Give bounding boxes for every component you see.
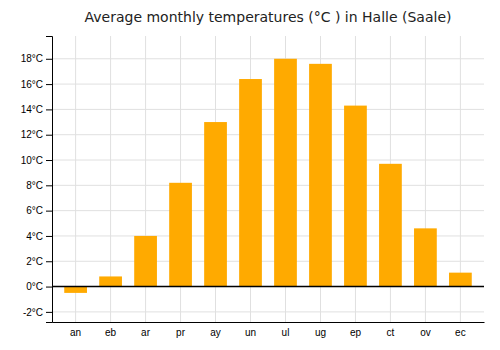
x-tick-label: ep (350, 327, 362, 338)
zero-line (52, 286, 484, 288)
x-tick-label: ec (455, 327, 466, 338)
y-tick: 0°C (26, 281, 52, 292)
x-tick-label: ct (387, 327, 395, 338)
x-tick-label: un (245, 327, 256, 338)
bar (414, 228, 437, 286)
x-tick-label: ov (420, 327, 431, 338)
x-tick: ov (420, 322, 431, 338)
y-tick: 14°C (21, 104, 52, 115)
x-tick-label: pr (176, 327, 186, 338)
y-tick-label: 2°C (26, 256, 43, 267)
grid-line (52, 109, 484, 110)
y-tick-mark (46, 287, 52, 288)
bar (204, 122, 227, 287)
x-tick-label: ay (210, 327, 221, 338)
y-axis: -2°C 0°C 2°C 4°C 6°C 8°C 10°C 12°C 14°C 16°C 18°C (21, 37, 53, 323)
bar (169, 183, 192, 287)
y-tick-mark (46, 211, 52, 212)
x-tick: ec (455, 322, 466, 338)
y-tick-mark (46, 236, 52, 237)
bar (239, 79, 262, 287)
bar (64, 287, 87, 293)
y-tick: 2°C (26, 256, 52, 267)
grid-line (52, 134, 484, 135)
x-tick-label: ul (282, 327, 290, 338)
y-tick-mark (46, 59, 52, 60)
grid-line (52, 210, 484, 211)
x-tick: ep (350, 322, 362, 338)
y-tick-mark (46, 109, 52, 110)
y-tick-label: 16°C (21, 79, 43, 90)
chart: -2°C 0°C 2°C 4°C 6°C 8°C 10°C 12°C 14°C 16°C 18°C a… (0, 0, 500, 350)
x-axis: an eb ar pr ay un ul ug ep ct ov ec (53, 322, 485, 338)
y-tick: 12°C (21, 129, 52, 140)
x-tick-label: an (70, 327, 81, 338)
grid-line (52, 311, 484, 312)
x-tick: un (245, 322, 256, 338)
grid-line (52, 58, 484, 59)
y-tick-mark (46, 84, 52, 85)
bar (344, 106, 367, 287)
y-tick-label: -2°C (23, 307, 43, 318)
y-tick: 10°C (21, 155, 52, 166)
x-tick: an (70, 322, 81, 338)
y-tick-label: 18°C (21, 53, 43, 64)
x-tick-label: ug (315, 327, 326, 338)
bar (309, 64, 332, 287)
y-tick-label: 14°C (21, 104, 43, 115)
x-tick-label: eb (105, 327, 117, 338)
x-tick: eb (105, 322, 117, 338)
y-tick-label: 12°C (21, 129, 43, 140)
y-tick: -2°C (23, 307, 52, 318)
grid (52, 36, 484, 322)
grid-line (52, 185, 484, 186)
bar (274, 59, 297, 287)
x-tick: ct (387, 322, 395, 338)
y-tick: 18°C (21, 53, 52, 64)
y-tick-mark (46, 312, 52, 313)
y-tick: 8°C (26, 180, 52, 191)
x-axis-line (53, 322, 485, 323)
y-tick-mark (46, 135, 52, 136)
y-tick: 4°C (26, 231, 52, 242)
y-tick-label: 6°C (26, 205, 43, 216)
y-tick-label: 0°C (26, 281, 43, 292)
y-tick-label: 8°C (26, 180, 43, 191)
y-tick-mark (46, 261, 52, 262)
bars (64, 59, 472, 293)
x-tick-label: ar (141, 327, 151, 338)
title: Average monthly temperatures (°C ) in Ha… (85, 9, 452, 25)
y-tick-label: 4°C (26, 231, 43, 242)
bar (379, 164, 402, 287)
x-tick: ay (210, 322, 221, 338)
bar (99, 276, 122, 286)
y-tick: 6°C (26, 205, 52, 216)
grid-line (52, 160, 484, 161)
grid-line (52, 84, 484, 85)
y-tick-mark (46, 160, 52, 161)
bar (449, 273, 472, 287)
bar (134, 236, 157, 287)
y-axis-line (46, 37, 53, 323)
grid-line (75, 36, 76, 322)
y-tick: 16°C (21, 79, 52, 90)
x-tick: ul (282, 322, 290, 338)
y-tick-mark (46, 185, 52, 186)
grid-line (52, 286, 484, 287)
y-tick-label: 10°C (21, 155, 43, 166)
x-tick: pr (176, 322, 186, 338)
x-tick: ug (315, 322, 326, 338)
x-tick: ar (141, 322, 151, 338)
plot-area: -2°C 0°C 2°C 4°C 6°C 8°C 10°C 12°C 14°C 16°C 18°C a… (21, 36, 485, 338)
